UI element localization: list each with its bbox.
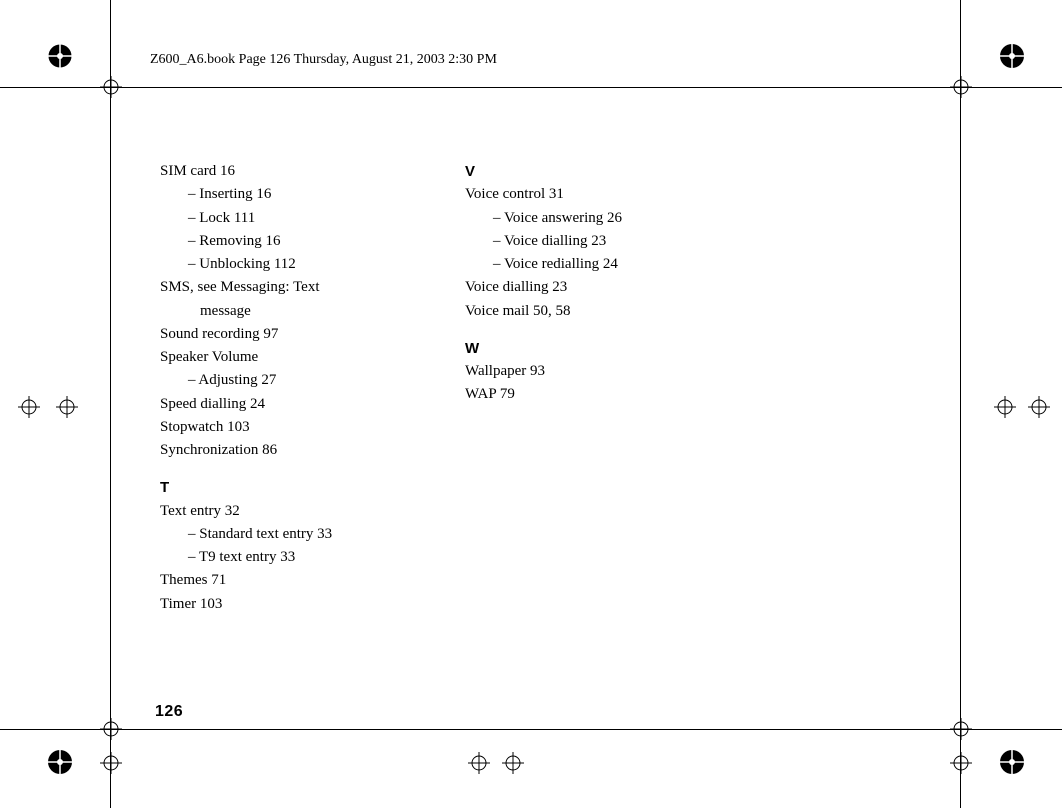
index-entry: WAP 79 bbox=[465, 383, 715, 406]
index-column-1: SIM card 16 – Inserting 16 – Lock 111 – … bbox=[160, 160, 410, 616]
cross-mark bbox=[100, 76, 122, 98]
crop-line-left bbox=[110, 0, 111, 808]
index-subentry: – Unblocking 112 bbox=[188, 253, 410, 276]
cross-mark bbox=[56, 396, 78, 418]
index-content: SIM card 16 – Inserting 16 – Lock 111 – … bbox=[160, 160, 920, 616]
cross-mark bbox=[950, 76, 972, 98]
cross-mark bbox=[502, 752, 524, 774]
page-number: 126 bbox=[155, 703, 183, 721]
cross-mark bbox=[468, 752, 490, 774]
index-entry: SIM card 16 bbox=[160, 160, 410, 183]
index-entry: Text entry 32 bbox=[160, 500, 410, 523]
index-subentry: – T9 text entry 33 bbox=[188, 546, 410, 569]
reg-mark-top-left bbox=[46, 42, 74, 70]
cross-mark bbox=[1028, 396, 1050, 418]
index-letter-heading: V bbox=[465, 160, 715, 183]
index-entry: Speed dialling 24 bbox=[160, 393, 410, 416]
index-subentry: – Voice dialling 23 bbox=[493, 230, 715, 253]
index-entry: Wallpaper 93 bbox=[465, 360, 715, 383]
index-entry: Stopwatch 103 bbox=[160, 416, 410, 439]
index-subentry: – Voice redialling 24 bbox=[493, 253, 715, 276]
index-entry: Synchronization 86 bbox=[160, 439, 410, 462]
index-entry: SMS, see Messaging: Text bbox=[160, 276, 410, 299]
cross-mark bbox=[100, 752, 122, 774]
crop-line-bottom bbox=[0, 729, 1062, 730]
cross-mark bbox=[18, 396, 40, 418]
cross-mark bbox=[950, 718, 972, 740]
index-entry: Voice mail 50, 58 bbox=[465, 300, 715, 323]
index-entry: Voice dialling 23 bbox=[465, 276, 715, 299]
index-entry-continuation: message bbox=[200, 300, 410, 323]
index-subentry: – Adjusting 27 bbox=[188, 369, 410, 392]
reg-mark-bottom-left bbox=[46, 748, 74, 776]
index-subentry: – Inserting 16 bbox=[188, 183, 410, 206]
crop-line-right bbox=[960, 0, 961, 808]
cross-mark bbox=[994, 396, 1016, 418]
index-entry: Sound recording 97 bbox=[160, 323, 410, 346]
index-subentry: – Voice answering 26 bbox=[493, 207, 715, 230]
index-entry: Speaker Volume bbox=[160, 346, 410, 369]
index-column-2: V Voice control 31 – Voice answering 26 … bbox=[465, 160, 715, 616]
index-subentry: – Lock 111 bbox=[188, 207, 410, 230]
crop-line-top bbox=[0, 87, 1062, 88]
index-entry: Timer 103 bbox=[160, 593, 410, 616]
cross-mark bbox=[950, 752, 972, 774]
reg-mark-bottom-right bbox=[998, 748, 1026, 776]
cross-mark bbox=[100, 718, 122, 740]
page-header: Z600_A6.book Page 126 Thursday, August 2… bbox=[150, 52, 497, 68]
index-subentry: – Standard text entry 33 bbox=[188, 523, 410, 546]
index-entry: Voice control 31 bbox=[465, 183, 715, 206]
index-subentry: – Removing 16 bbox=[188, 230, 410, 253]
index-entry: Themes 71 bbox=[160, 569, 410, 592]
reg-mark-top-right bbox=[998, 42, 1026, 70]
index-letter-heading: W bbox=[465, 337, 715, 360]
index-letter-heading: T bbox=[160, 476, 410, 499]
